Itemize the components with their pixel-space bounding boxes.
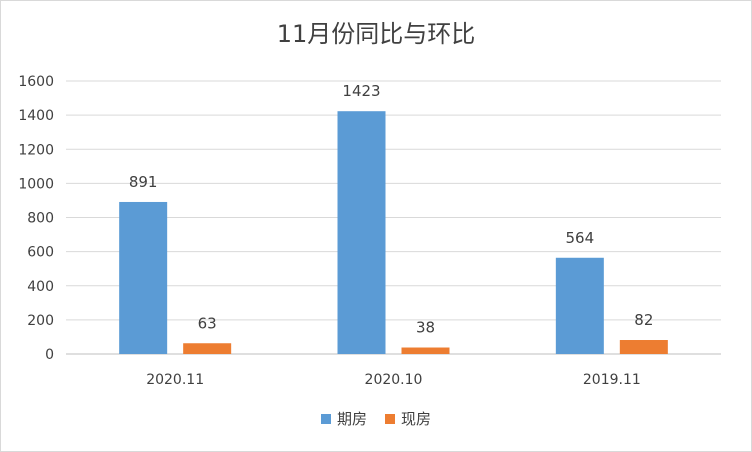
x-tick-label: 2019.11 xyxy=(583,372,641,388)
data-label: 891 xyxy=(129,173,158,191)
legend-item-xianfang: 现房 xyxy=(385,408,431,429)
y-tick-label: 0 xyxy=(45,347,54,363)
legend-label-xianfang: 现房 xyxy=(401,410,432,428)
data-label: 63 xyxy=(198,314,217,332)
x-tick-label: 2020.10 xyxy=(365,372,423,388)
y-tick-label: 600 xyxy=(27,245,54,261)
y-tick-label: 1000 xyxy=(18,176,54,192)
legend-label-qifang: 期房 xyxy=(336,410,367,428)
y-tick-label: 1400 xyxy=(18,108,54,124)
y-tick-label: 400 xyxy=(27,279,54,295)
x-tick-label: 2020.11 xyxy=(146,372,204,388)
legend-item-qifang: 期房 xyxy=(320,408,367,429)
data-label: 1423 xyxy=(342,82,380,100)
bar-qifang xyxy=(555,257,604,354)
bar-xianfang xyxy=(401,347,450,354)
bar-xianfang xyxy=(619,340,668,354)
y-tick-label: 1200 xyxy=(18,142,54,158)
y-tick-label: 1600 xyxy=(18,74,54,90)
legend-swatch-qifang xyxy=(320,413,331,424)
y-tick-label: 200 xyxy=(27,313,54,329)
data-label: 38 xyxy=(416,319,435,337)
legend: 期房 现房 xyxy=(0,408,752,429)
bar-xianfang xyxy=(183,343,232,354)
bar-qifang xyxy=(119,201,168,354)
y-tick-label: 800 xyxy=(27,211,54,227)
bar-qifang xyxy=(337,111,386,354)
legend-swatch-xianfang xyxy=(385,413,395,424)
chart-title: 11月份同比与环比 xyxy=(276,20,476,48)
data-label: 82 xyxy=(634,311,653,329)
data-label: 564 xyxy=(566,229,595,247)
